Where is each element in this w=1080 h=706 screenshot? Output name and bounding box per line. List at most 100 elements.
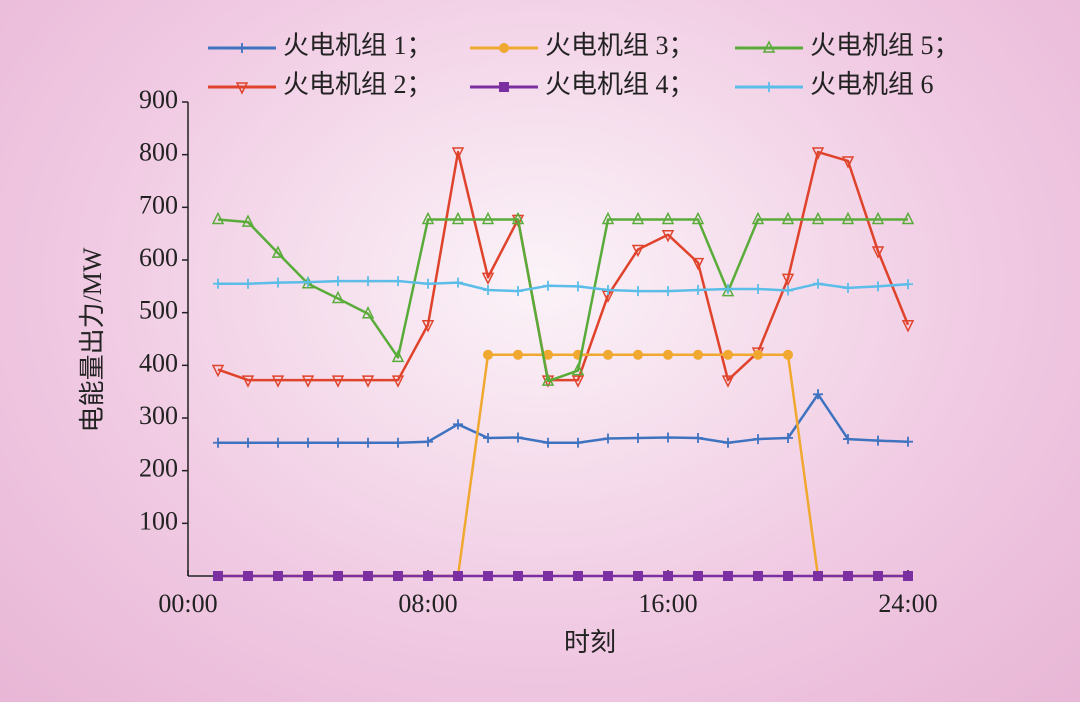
- series-line: [217, 218, 908, 383]
- data-point: [871, 246, 885, 259]
- data-point: [481, 211, 495, 225]
- y-tick-label: 600: [139, 243, 178, 272]
- data-point: [213, 437, 223, 448]
- data-point: [813, 571, 823, 581]
- data-point: [423, 436, 433, 447]
- data-point: [631, 244, 645, 258]
- data-point: [783, 349, 793, 360]
- data-point: [663, 286, 673, 297]
- data-point: [423, 571, 433, 581]
- data-point: [693, 571, 703, 581]
- data-point: [453, 419, 463, 430]
- data-point: [301, 375, 315, 388]
- data-point: [543, 280, 553, 291]
- data-point: [811, 147, 825, 160]
- data-point: [843, 571, 853, 581]
- data-point: [513, 432, 523, 443]
- data-point: [603, 285, 613, 296]
- y-axis-label: 电能量出力/MW: [78, 247, 107, 432]
- data-point: [661, 211, 675, 225]
- data-point: [813, 278, 823, 289]
- data-point: [303, 571, 313, 581]
- series-line: [218, 393, 909, 445]
- data-point: [243, 278, 253, 289]
- data-point: [753, 571, 763, 581]
- legend-label: 火电机组 6: [810, 70, 934, 99]
- legend-label: 火电机组 3；: [545, 31, 695, 60]
- data-point: [543, 349, 553, 360]
- data-point: [423, 278, 433, 289]
- data-point: [361, 375, 375, 388]
- data-point: [753, 349, 763, 360]
- legend-marker: [499, 43, 509, 53]
- data-point: [543, 437, 553, 448]
- data-point: [421, 211, 435, 225]
- data-point: [391, 349, 405, 363]
- data-point: [901, 211, 915, 225]
- data-point: [723, 437, 733, 448]
- data-point: [541, 373, 555, 386]
- data-point: [723, 571, 733, 581]
- data-point: [633, 571, 643, 581]
- y-tick-label: 500: [139, 296, 178, 325]
- data-point: [453, 277, 463, 288]
- data-point: [661, 229, 675, 243]
- data-point: [481, 272, 495, 286]
- x-axis-label: 时刻: [564, 628, 616, 657]
- data-point: [213, 278, 223, 289]
- data-point: [333, 437, 343, 448]
- data-point: [633, 433, 643, 444]
- data-point: [603, 349, 613, 360]
- data-point: [753, 434, 763, 445]
- data-point: [573, 281, 583, 292]
- data-point: [241, 214, 255, 227]
- data-point: [211, 364, 225, 378]
- data-point: [513, 571, 523, 581]
- series-line: [217, 150, 910, 382]
- data-point: [753, 283, 763, 294]
- data-point: [843, 282, 853, 293]
- data-point: [693, 349, 703, 360]
- data-point: [873, 571, 883, 581]
- data-point: [721, 283, 735, 297]
- data-point: [603, 571, 613, 581]
- data-point: [873, 281, 883, 292]
- data-point: [781, 211, 795, 225]
- y-tick-label: 800: [139, 138, 178, 167]
- data-point: [363, 437, 373, 448]
- data-point: [783, 285, 793, 296]
- legend-label: 火电机组 1；: [283, 31, 433, 60]
- data-point: [871, 211, 885, 225]
- data-point: [391, 375, 405, 388]
- data-point: [783, 571, 793, 581]
- y-tick-label: 700: [139, 190, 178, 219]
- data-point: [271, 375, 285, 388]
- series-line: [218, 353, 908, 578]
- data-point: [363, 276, 373, 287]
- y-tick-label: 900: [139, 85, 178, 114]
- data-point: [841, 211, 855, 225]
- data-point: [691, 211, 705, 225]
- data-point: [511, 211, 525, 225]
- data-point: [483, 571, 493, 581]
- data-point: [273, 277, 283, 288]
- legend-label: 火电机组 4；: [545, 70, 695, 99]
- data-point: [843, 434, 853, 445]
- data-point: [573, 437, 583, 448]
- data-point: [213, 571, 223, 581]
- data-point: [903, 571, 913, 581]
- data-point: [451, 211, 465, 225]
- data-point: [663, 571, 673, 581]
- data-point: [273, 437, 283, 448]
- data-point: [483, 285, 493, 296]
- x-tick-label: 24:00: [878, 589, 937, 618]
- data-point: [303, 277, 313, 288]
- legend-marker: [764, 82, 774, 92]
- data-point: [751, 211, 765, 225]
- data-point: [573, 571, 583, 581]
- data-point: [631, 211, 645, 225]
- data-point: [333, 571, 343, 581]
- data-point: [571, 362, 585, 376]
- data-point: [303, 437, 313, 448]
